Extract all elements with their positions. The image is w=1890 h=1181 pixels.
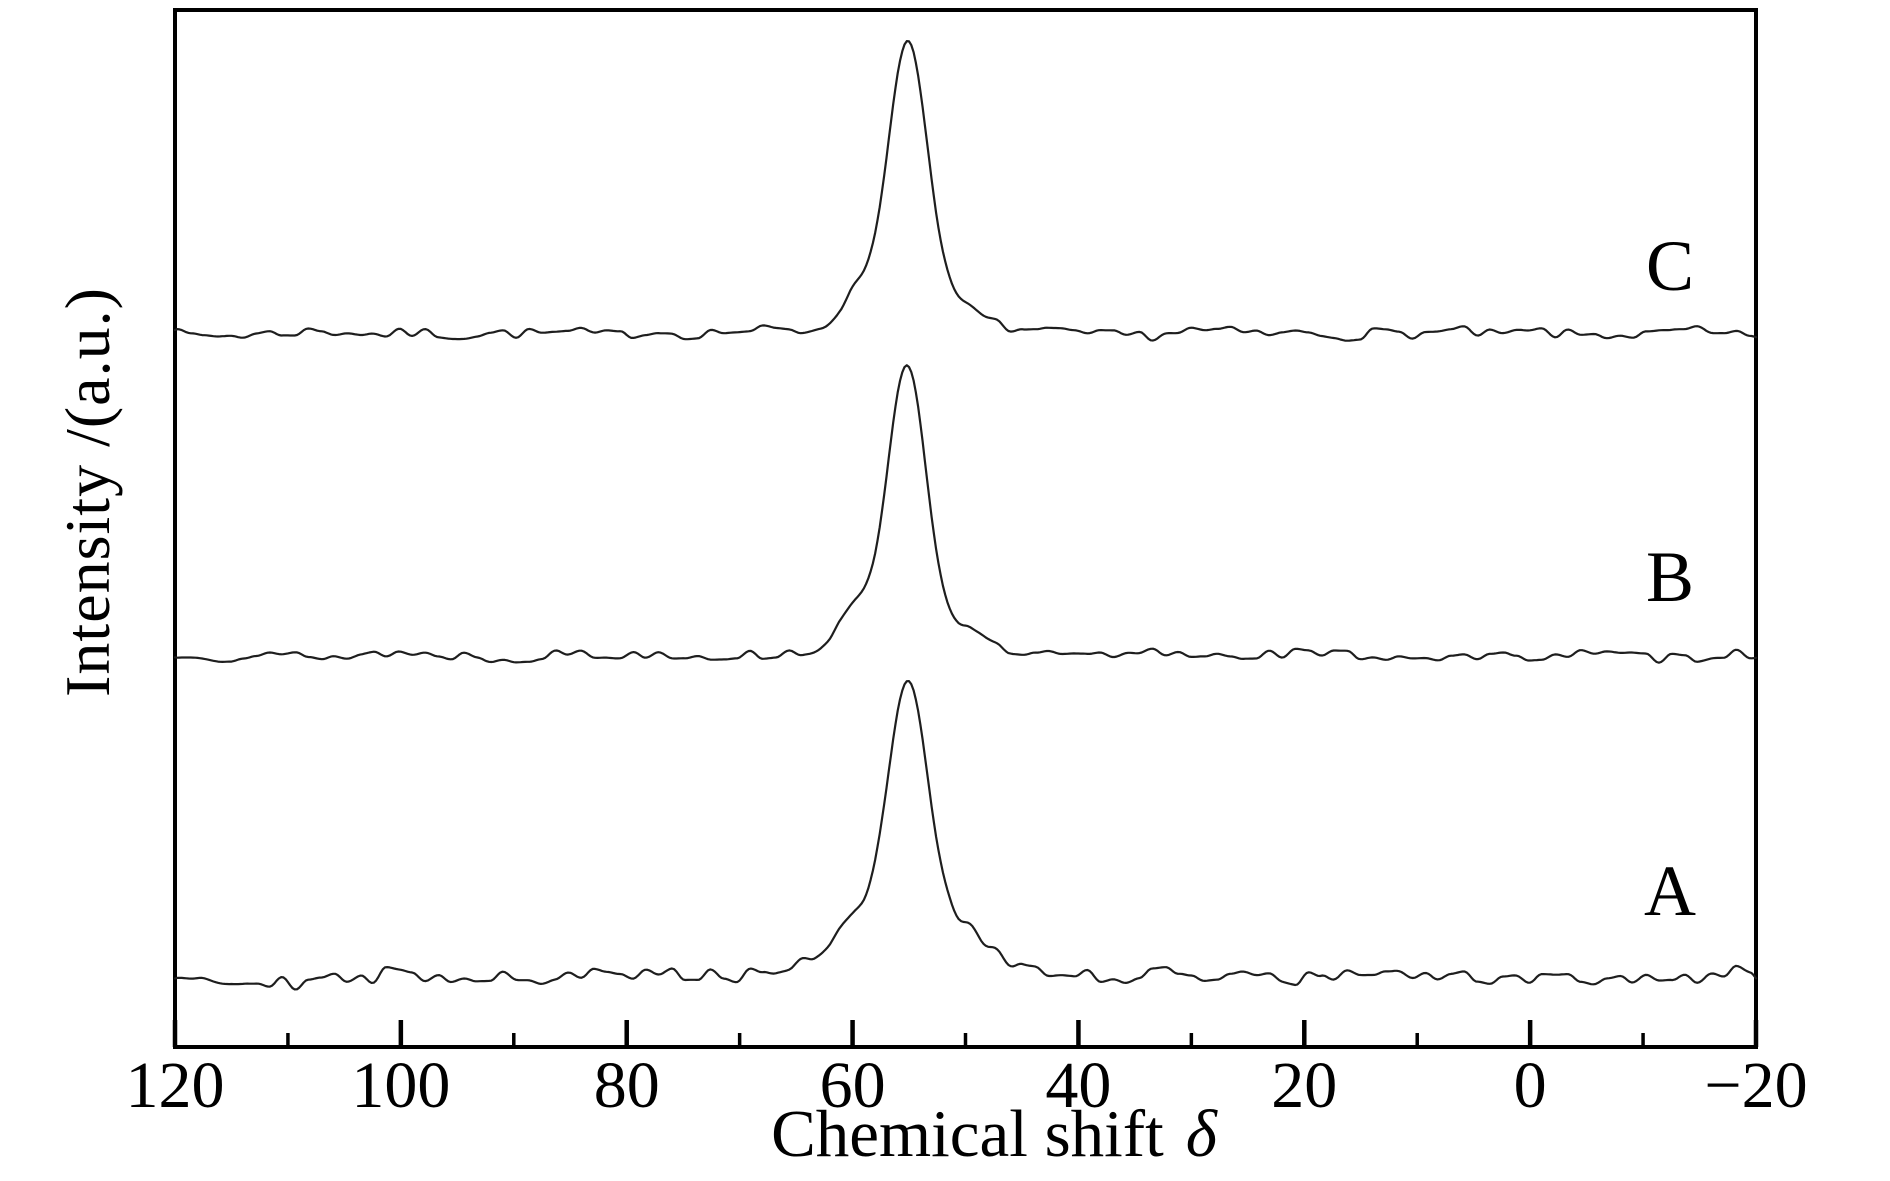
trace-A — [173, 680, 1758, 991]
x-tick-label-60: 60 — [819, 1049, 886, 1122]
x-axis-title-text: Chemical shift — [771, 1097, 1164, 1171]
y-axis-title: Intensity /(a.u.) — [52, 287, 123, 697]
trace-C — [173, 40, 1758, 342]
x-axis-delta-symbol: δ — [1185, 1097, 1217, 1171]
trace-B — [173, 364, 1758, 664]
x-tick-label-80: 80 — [593, 1049, 660, 1122]
x-tick-label-20: 20 — [1271, 1049, 1338, 1122]
x-tick-label-120: 120 — [125, 1049, 225, 1122]
x-axis-title: Chemical shift δ — [771, 1096, 1217, 1173]
x-tick-label-100: 100 — [351, 1049, 451, 1122]
trace-label-B: B — [1645, 537, 1695, 617]
trace-label-A: A — [1644, 851, 1696, 931]
x-tick-label-0: 0 — [1513, 1049, 1547, 1122]
plot-border — [173, 8, 1758, 1049]
x-tick-label-40: 40 — [1045, 1049, 1112, 1122]
x-tick-label-−20: −20 — [1704, 1049, 1808, 1122]
trace-label-C: C — [1645, 226, 1695, 306]
